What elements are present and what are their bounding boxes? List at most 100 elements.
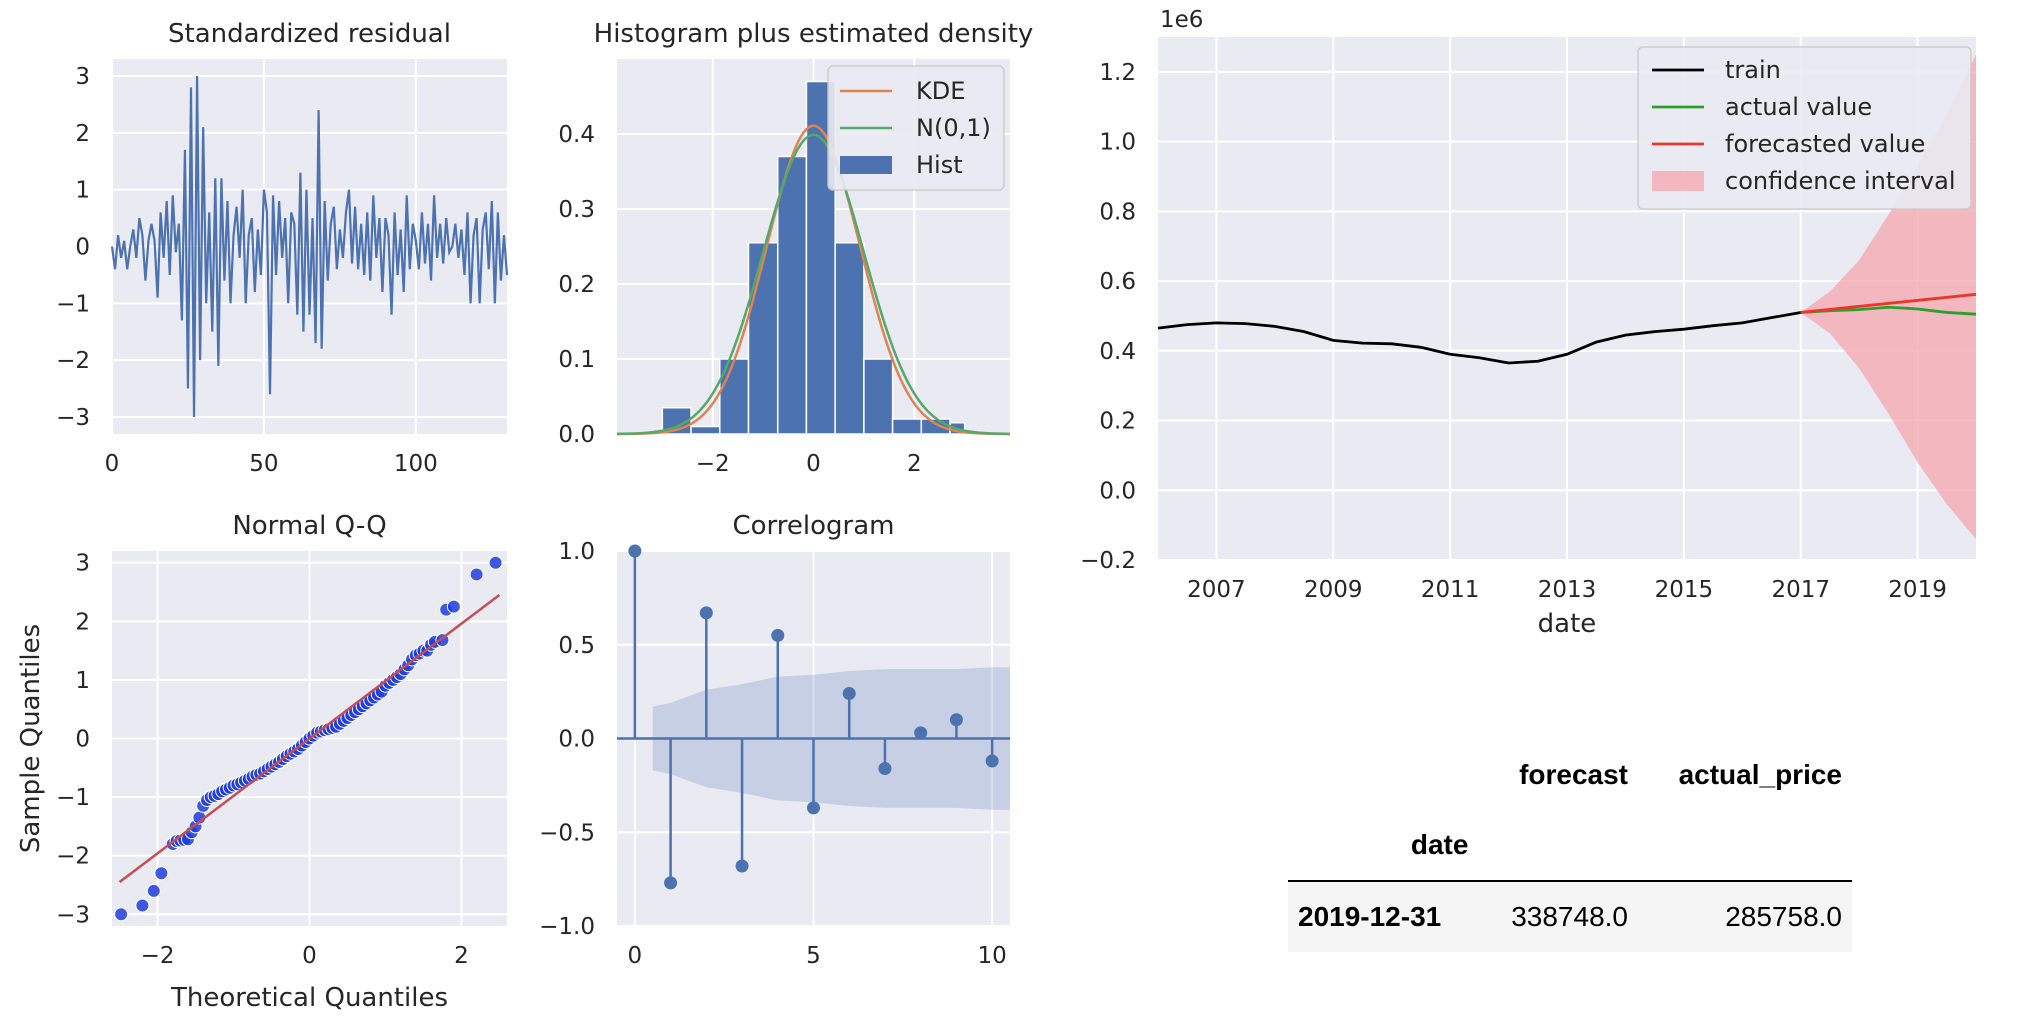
y-tick-label: 1.2 (1099, 60, 1136, 86)
y-tick-label: −3 (56, 405, 90, 431)
qq-point (146, 883, 161, 898)
qq-reference-line (118, 593, 501, 884)
normal-density-line (616, 133, 1011, 436)
qq-point (114, 907, 129, 922)
legend-label: train (1725, 56, 1781, 84)
y-tick-label: 1.0 (558, 539, 595, 565)
y-tick-label: 3 (75, 551, 90, 577)
forecast-panel: 2007 2009 2011 2013 2015 2017 2019 −0.2 0.0 0.2 0.… (1080, 7, 1977, 639)
qq-point (154, 866, 169, 881)
forecast-legend: train actual value forecasted value confide… (1637, 46, 1972, 210)
legend-label: actual value (1725, 93, 1872, 121)
acf-marker (771, 628, 785, 642)
hist-bar (891, 418, 923, 435)
hist-bar (776, 155, 808, 435)
acf-marker (949, 713, 963, 727)
x-tick-label: 2019 (1888, 577, 1947, 603)
x-tick-label: −2 (696, 451, 730, 477)
table-column-forecast: forecast (1519, 759, 1628, 790)
table-row-date: 2019-12-31 (1298, 901, 1442, 932)
x-tick-label: 2011 (1421, 577, 1480, 603)
standardized-residual-panel: 0 50 100 −3 −2 −1 0 1 2 3 Standardized residual (56, 19, 509, 477)
acf-marker (807, 801, 820, 815)
legend-label: forecasted value (1725, 130, 1925, 158)
train-line (1157, 311, 1801, 365)
x-tick-label: 10 (977, 943, 1006, 969)
normal-qq-panel: −2 0 2 −3 −2 −1 0 1 2 3 Normal Q-Q Theoretical Quan… (16, 511, 507, 1013)
x-axis-label: date (1538, 609, 1597, 639)
x-tick-label: 0 (105, 451, 120, 477)
y-tick-label: 2 (75, 121, 90, 147)
x-tick-label: 50 (249, 451, 278, 477)
y-tick-label: −1 (56, 785, 90, 811)
hist-bar (863, 358, 894, 435)
y-tick-label: 0.8 (1099, 199, 1136, 225)
table-row: 2019-12-31 338748.0 285758.0 (1288, 881, 1852, 952)
y-tick-label: −0.2 (1080, 548, 1136, 574)
y-tick-label: 1 (75, 178, 90, 204)
acf-marker (628, 544, 642, 558)
y-tick-label: 3 (75, 64, 90, 90)
x-tick-label: −2 (141, 943, 175, 969)
x-tick-label: 2015 (1655, 577, 1714, 603)
y-tick-label: 0.2 (1099, 409, 1136, 435)
y-tick-label: 0.4 (1099, 339, 1136, 365)
legend-box (1637, 46, 1972, 210)
forecasted-value-line (1800, 292, 1977, 314)
table-column-actual-price: actual_price (1678, 759, 1842, 790)
table-index-name: date (1288, 810, 1479, 882)
hist-bar (690, 425, 721, 435)
x-tick-label: 100 (394, 451, 438, 477)
y-tick-label: −2 (56, 844, 90, 870)
y-tick-label: 1 (75, 668, 90, 694)
chart-title: Normal Q-Q (232, 511, 386, 541)
x-tick-label: 2013 (1538, 577, 1597, 603)
chart-title: Histogram plus estimated density (594, 19, 1034, 49)
x-tick-label: 2007 (1187, 577, 1246, 603)
x-axis-label: Theoretical Quantiles (170, 983, 448, 1013)
acf-marker (985, 754, 999, 768)
x-tick-label: 2 (907, 451, 922, 477)
y-tick-label: 0.3 (558, 197, 595, 223)
legend-label: KDE (916, 77, 965, 105)
hist-bar (747, 242, 779, 435)
y-tick-label: −3 (56, 902, 90, 928)
qq-point (135, 898, 150, 913)
hist-bar (920, 418, 951, 435)
table-cell-forecast: 338748.0 (1511, 901, 1628, 932)
acf-marker (842, 687, 856, 700)
y-tick-label: 0.6 (1099, 269, 1136, 295)
legend-label: N(0,1) (916, 114, 991, 142)
hist-bar (834, 242, 865, 435)
acf-marker (699, 606, 713, 620)
acf-marker (878, 762, 892, 775)
x-tick-label: 2 (454, 943, 469, 969)
chart-title: Correlogram (733, 511, 895, 541)
y-tick-label: 0 (75, 235, 90, 261)
x-tick-label: 0 (806, 451, 821, 477)
acf-marker (735, 859, 749, 873)
table-header-row: forecast actual_price (1288, 740, 1852, 810)
table-cell-actual-price: 285758.0 (1725, 901, 1842, 932)
forecast-table: forecast actual_price date 2019-12-31 33… (1288, 740, 1852, 952)
correlogram-panel: 0 5 10 −1.0 −0.5 0.0 0.5 1.0 Correlogram (539, 511, 1010, 969)
qq-point (446, 599, 461, 614)
kde-line (616, 124, 1011, 436)
acf-marker (664, 876, 678, 890)
qq-point (488, 555, 503, 570)
y-tick-label: −1.0 (539, 914, 595, 940)
histogram-density-panel: −2 0 2 0.0 0.1 0.2 0.3 0.4 Histogram plus estima… (558, 19, 1033, 477)
y-tick-label: 0.0 (558, 422, 595, 448)
y-tick-label: 0.1 (558, 347, 595, 373)
x-tick-label: 5 (806, 943, 821, 969)
y-tick-label: 0.0 (1099, 478, 1136, 504)
y-tick-label: 0 (75, 727, 90, 753)
y-tick-label: 0.2 (558, 272, 595, 298)
x-tick-label: 2017 (1771, 577, 1830, 603)
acf-marker (914, 726, 928, 740)
table-index-name-row: date (1288, 810, 1852, 882)
qq-point (469, 567, 484, 582)
y-tick-label: −1 (56, 291, 90, 317)
y-tick-label: −0.5 (539, 820, 595, 846)
x-tick-label: 0 (628, 943, 643, 969)
